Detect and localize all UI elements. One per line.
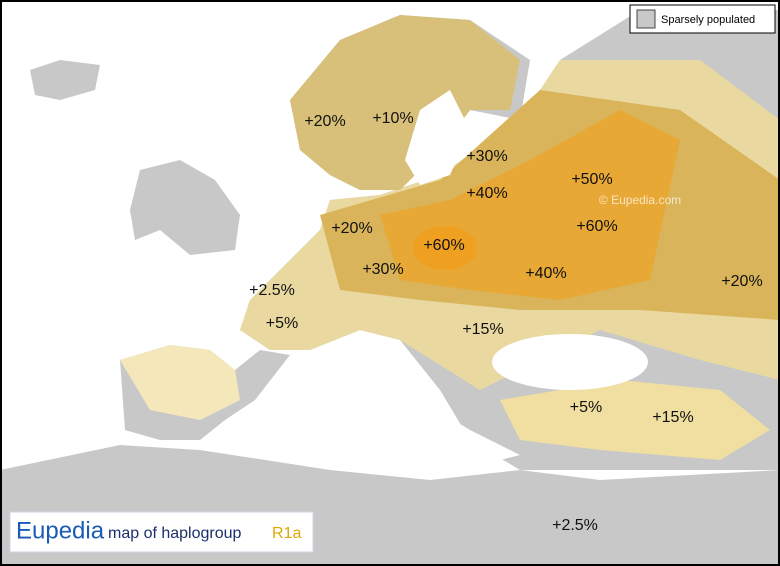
frequency-label: +30% bbox=[466, 148, 507, 165]
seas bbox=[240, 90, 648, 470]
legend-label: Sparsely populated bbox=[661, 14, 755, 26]
frequency-label: +50% bbox=[571, 171, 612, 188]
haplogroup: R1a bbox=[272, 525, 301, 542]
legend-swatch bbox=[636, 9, 656, 29]
title: Eupedia map of haplogroup R1a bbox=[9, 511, 314, 553]
frequency-label: +5% bbox=[266, 315, 298, 332]
title-text: map of haplogroup bbox=[108, 525, 242, 542]
frequency-label: +15% bbox=[652, 409, 693, 426]
frequency-label: +40% bbox=[525, 265, 566, 282]
frequency-label: +20% bbox=[304, 113, 345, 130]
legend: Sparsely populated bbox=[629, 4, 776, 34]
frequency-label: +30% bbox=[362, 261, 403, 278]
brand: Eupedia bbox=[16, 517, 105, 544]
watermark: © Eupedia.com bbox=[42, 294, 124, 308]
title-box bbox=[9, 511, 314, 553]
frequency-label: +20% bbox=[331, 220, 372, 237]
watermark: © Eupedia.com bbox=[599, 193, 681, 207]
frequency-label: +40% bbox=[466, 185, 507, 202]
frequency-label: +20% bbox=[721, 273, 762, 290]
frequency-label: +60% bbox=[576, 218, 617, 235]
frequency-label: +60% bbox=[423, 237, 464, 254]
frequency-label: +10% bbox=[372, 110, 413, 127]
frequency-zones bbox=[120, 15, 780, 460]
frequency-label: +2.5% bbox=[249, 282, 295, 299]
frequency-label: +15% bbox=[462, 321, 503, 338]
frequency-label: +5% bbox=[570, 399, 602, 416]
labels: +20% +10% +30% +40% +50% +20% +60% +60% +30% +40%… bbox=[42, 110, 763, 534]
frequency-label: +2.5% bbox=[552, 517, 598, 534]
